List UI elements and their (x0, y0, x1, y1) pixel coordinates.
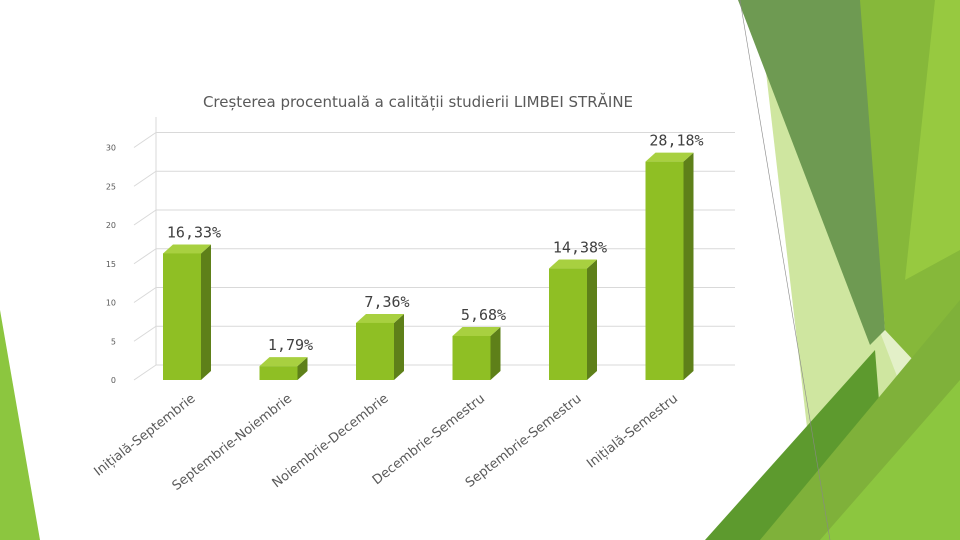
gridline-diagonal (133, 287, 157, 303)
bar (549, 259, 597, 380)
category-labels: Inițială-SeptembrieSeptembrie-NoiembrieN… (91, 391, 681, 494)
facet-bottom-right (820, 380, 960, 540)
bar-front (259, 366, 298, 380)
category-label: Inițială-Semestru (584, 391, 681, 471)
bar-front (163, 253, 201, 380)
data-label: 28,18% (649, 132, 703, 150)
bar-side (683, 152, 694, 380)
bar-front (645, 161, 684, 380)
y-tick-label: 5 (111, 337, 116, 346)
bar (452, 326, 501, 380)
bar-side (587, 259, 597, 380)
bar-top (356, 313, 404, 323)
y-tick-label: 15 (106, 260, 116, 269)
bar-side (201, 244, 211, 380)
gridline-diagonal (133, 325, 157, 342)
bar-side (490, 326, 501, 380)
bars (163, 152, 694, 380)
y-tick-label: 30 (106, 144, 116, 153)
data-labels: 16,33% 1,79% 7,36% 5,68% 14,38% 28,18% (167, 132, 704, 355)
gridline-diagonal (133, 209, 157, 226)
gridline-diagonal (133, 132, 157, 148)
bar (163, 244, 211, 380)
facet-bright-right (905, 0, 960, 280)
gridline-diagonal (133, 248, 157, 265)
y-tick-label: 25 (106, 182, 116, 191)
y-axis-ticks: 0 5 10 15 20 25 30 (106, 144, 116, 386)
data-label: 7,36% (364, 293, 409, 311)
bar-top (645, 152, 694, 162)
y-tick-label: 20 (106, 221, 116, 230)
category-label: Inițială-Septembrie (91, 391, 198, 479)
facet-dark-top (738, 0, 885, 345)
left-accent-shape (0, 310, 40, 540)
bar-top (163, 244, 211, 254)
y-tick-label: 0 (111, 376, 116, 385)
bar-side (297, 357, 308, 380)
facet-edge-line (739, 0, 831, 540)
bar-front (549, 268, 587, 380)
gridline-diagonal (133, 364, 157, 381)
bar (356, 313, 404, 380)
data-label: 16,33% (167, 223, 221, 241)
bar (645, 152, 694, 380)
chart-grid (133, 117, 735, 381)
y-tick-label: 10 (106, 299, 116, 308)
bar-top (452, 326, 501, 336)
bar-side (394, 313, 404, 380)
bar-front (356, 322, 394, 380)
bar-top (259, 357, 308, 367)
chart-title: Creșterea procentuală a calității studie… (203, 92, 633, 111)
data-label: 1,79% (268, 336, 313, 354)
bar (259, 357, 308, 380)
bar-front (452, 335, 491, 380)
data-label: 14,38% (553, 239, 607, 257)
bar-top (549, 259, 597, 269)
data-label: 5,68% (461, 306, 506, 324)
gridline-diagonal (133, 170, 157, 187)
